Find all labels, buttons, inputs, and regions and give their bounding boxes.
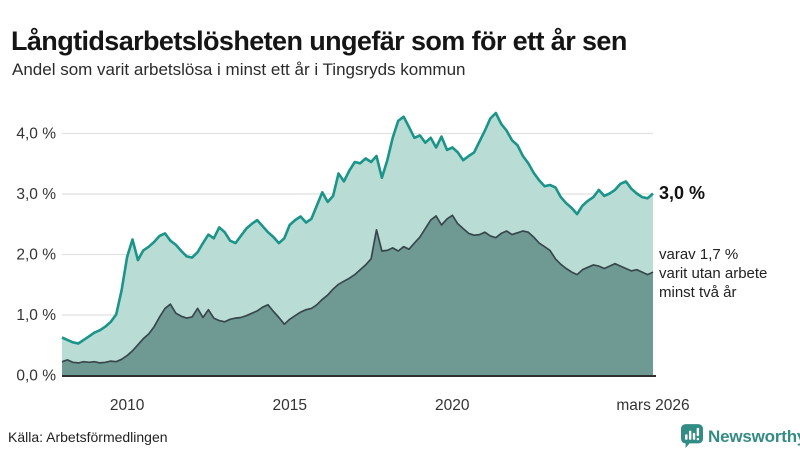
page-subtitle: Andel som varit arbetslösa i minst ett å… <box>12 60 466 79</box>
subseries-annotation-line: varit utan arbete <box>659 265 768 282</box>
series-end-value-label: 3,0 % <box>659 183 706 203</box>
subseries-annotation-line: varav 1,7 % <box>659 246 739 263</box>
svg-text:2015: 2015 <box>272 397 306 414</box>
source-credit: Källa: Arbetsförmedlingen <box>8 429 168 445</box>
svg-text:2020: 2020 <box>435 397 470 414</box>
svg-text:mars 2026: mars 2026 <box>616 397 689 414</box>
svg-text:4,0 %: 4,0 % <box>16 126 56 143</box>
svg-text:3,0 %: 3,0 % <box>16 186 56 203</box>
svg-text:2010: 2010 <box>110 397 145 414</box>
newsworthy-logo-icon <box>681 424 703 450</box>
svg-text:0,0 %: 0,0 % <box>16 368 56 385</box>
subseries-annotation: varav 1,7 % varit utan arbete minst två … <box>659 245 767 302</box>
newsworthy-brand[interactable]: Newsworthy <box>681 424 800 450</box>
subseries-annotation-line: minst två år <box>659 284 737 301</box>
svg-text:2,0 %: 2,0 % <box>16 247 56 264</box>
newsworthy-wordmark: Newsworthy <box>708 427 800 446</box>
page-title: Långtidsarbetslösheten ungefär som för e… <box>11 26 627 57</box>
svg-text:1,0 %: 1,0 % <box>16 307 56 324</box>
